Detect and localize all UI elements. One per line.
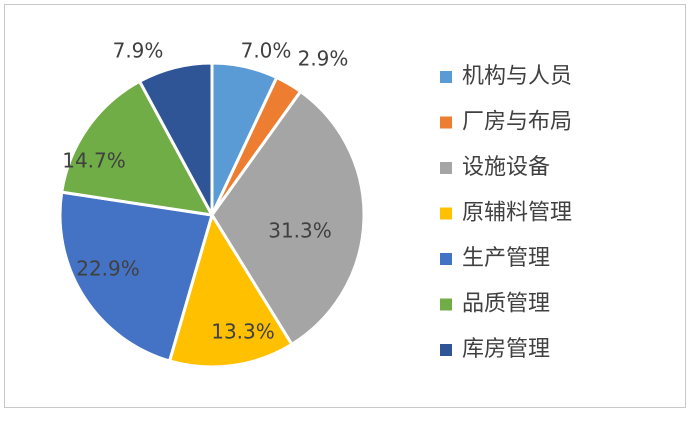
pie-slice-3 [210, 89, 366, 347]
legend-swatch-4 [440, 207, 452, 220]
legend-label-5: 生产管理 [462, 246, 550, 271]
legend-swatch-5 [440, 253, 452, 265]
legend-label-1: 机构与人员 [462, 64, 572, 89]
data-label-3: 31.3% [268, 219, 332, 243]
legend-swatch-2 [440, 116, 452, 129]
legend-label-4: 原辅料管理 [462, 201, 572, 226]
legend-label-6: 品质管理 [462, 292, 550, 317]
legend-swatch-6 [440, 298, 452, 311]
pie-slice-5 [58, 190, 214, 363]
pie-slice-6 [60, 79, 215, 217]
data-label-6: 14.7% [62, 149, 126, 173]
data-label-1: 7.0% [241, 39, 292, 63]
legend-swatch-7 [440, 344, 452, 356]
data-label-4: 13.3% [211, 320, 275, 344]
legend-swatch-1 [440, 71, 452, 83]
legend-label-7: 库房管理 [462, 337, 550, 362]
pie-slice-7 [137, 61, 214, 216]
data-label-2: 2.9% [298, 47, 349, 71]
pie-slice-4 [167, 211, 294, 369]
pie-slices [58, 61, 366, 369]
data-label-7: 7.9% [113, 39, 164, 63]
legend-label-3: 设施设备 [462, 155, 550, 180]
pie-data-labels: 7.0% 2.9% 31.3% 13.3% 22.9% 14.7% 7.9% [62, 39, 348, 344]
data-label-5: 22.9% [76, 257, 140, 281]
legend-label-2: 厂房与布局 [462, 110, 572, 135]
legend-swatch-3 [440, 162, 452, 174]
